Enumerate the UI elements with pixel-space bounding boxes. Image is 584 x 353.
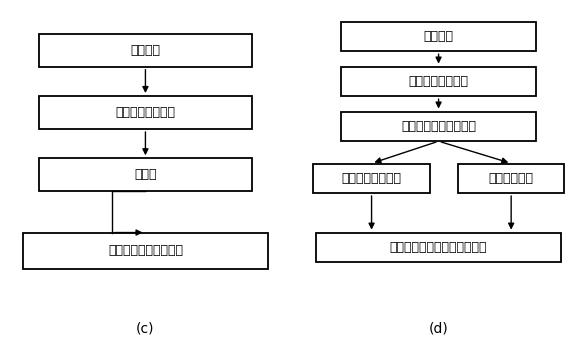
Text: 图像输入: 图像输入: [130, 44, 161, 57]
Text: 人体关键部位坐标输出: 人体关键部位坐标输出: [401, 120, 476, 133]
Text: 输出人体关键部位掩膜: 输出人体关键部位掩膜: [108, 244, 183, 257]
Bar: [458, 163, 564, 193]
Bar: [39, 96, 252, 129]
Text: 卷积网络提取特征: 卷积网络提取特征: [409, 75, 468, 88]
Text: 输出人体关键部位坐标和类别: 输出人体关键部位坐标和类别: [390, 241, 487, 254]
Bar: [313, 163, 430, 193]
Bar: [316, 233, 561, 262]
Bar: [39, 34, 252, 67]
Text: 上采样: 上采样: [134, 168, 157, 181]
Bar: [39, 158, 252, 191]
Text: (d): (d): [429, 322, 449, 336]
Bar: [341, 112, 536, 141]
Text: 区域坐标回归: 区域坐标回归: [489, 172, 534, 185]
Text: (c): (c): [136, 322, 155, 336]
Text: 卷积网络提取特征: 卷积网络提取特征: [116, 106, 175, 119]
Text: 人体关键部位分类: 人体关键部位分类: [342, 172, 402, 185]
Bar: [341, 67, 536, 96]
Text: 图像输入: 图像输入: [423, 30, 454, 43]
Bar: [341, 22, 536, 51]
Bar: [23, 233, 268, 269]
